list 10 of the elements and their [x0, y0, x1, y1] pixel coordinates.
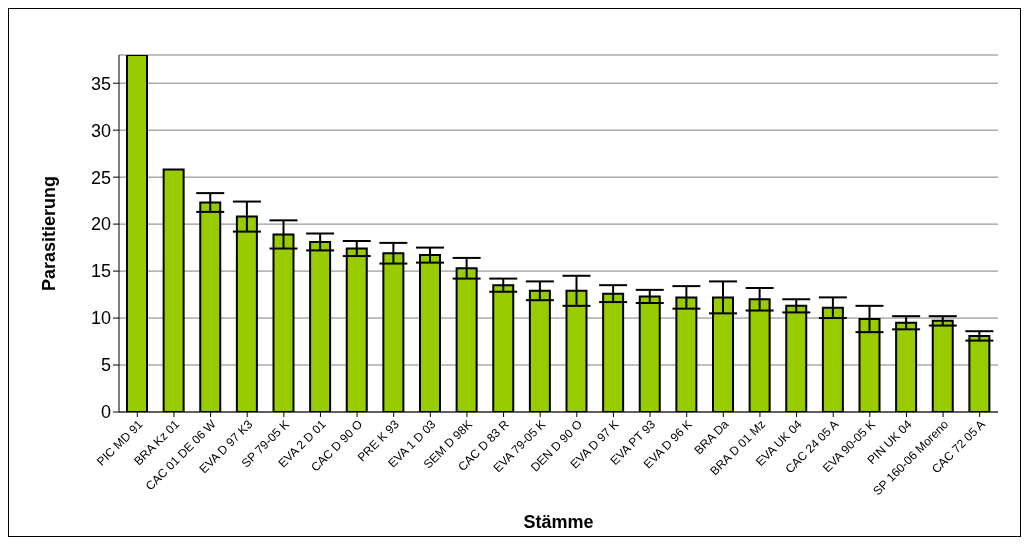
y-tick-label: 15 [90, 261, 111, 282]
y-axis-title: Parasitierung [39, 175, 60, 292]
y-tick-label: 10 [90, 308, 111, 329]
y-tick-label: 0 [100, 402, 111, 423]
y-tick-label: 5 [100, 355, 111, 376]
y-tick-label: 35 [90, 73, 111, 94]
y-tick-label: 30 [90, 120, 111, 141]
y-tick-label: 25 [90, 167, 111, 188]
y-tick-label: 20 [90, 214, 111, 235]
x-axis-title: Stämme [523, 512, 594, 532]
